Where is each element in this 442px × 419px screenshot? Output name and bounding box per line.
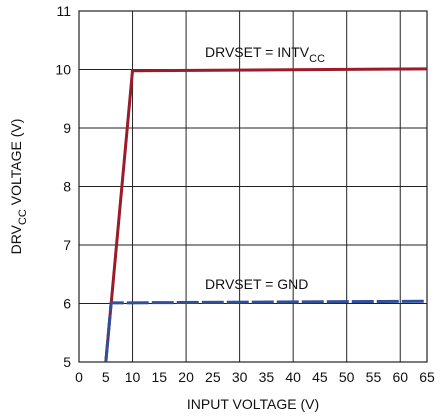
x-tick-label: 55	[366, 369, 382, 385]
plot-frame	[78, 10, 428, 363]
x-tick-label: 20	[178, 369, 194, 385]
series-label-2: DRVSET = GND	[205, 276, 308, 292]
x-tick-label: 45	[312, 369, 328, 385]
x-tick-label: 30	[232, 369, 248, 385]
series-labels: DRVSET = INTVCC DRVSET = GND	[205, 44, 325, 292]
x-tick-label: 25	[205, 369, 221, 385]
y-tick-label: 8	[63, 179, 71, 195]
series-line-2	[104, 299, 428, 363]
y-tick-label: 5	[63, 354, 71, 370]
y-axis-title-main: DRV	[8, 224, 24, 254]
x-tick-label: 35	[259, 369, 275, 385]
y-axis-title-sub: CC	[17, 209, 29, 225]
x-axis-title: INPUT VOLTAGE (V)	[187, 396, 319, 412]
y-tick-label: 9	[63, 120, 71, 136]
x-tick-label: 65	[419, 369, 435, 385]
y-tick-label: 7	[63, 237, 71, 253]
x-tick-label: 10	[125, 369, 141, 385]
series-layer	[104, 67, 428, 363]
x-tick-label: 0	[75, 369, 83, 385]
x-tick-label: 50	[339, 369, 355, 385]
x-tick-label: 5	[102, 369, 110, 385]
y-axis-title-rest: VOLTAGE (V)	[8, 119, 24, 210]
y-tick-label: 6	[63, 296, 71, 312]
y-tick-label: 10	[55, 62, 71, 78]
x-tick-label: 40	[285, 369, 301, 385]
series-line-1	[104, 67, 428, 363]
y-axis-title: DRVCC VOLTAGE (V)	[8, 119, 29, 255]
grid	[78, 10, 428, 363]
series-label-1: DRVSET = INTVCC	[205, 44, 325, 65]
y-tick-label: 11	[56, 3, 71, 19]
x-tick-label: 60	[392, 369, 408, 385]
x-tick-label: 15	[152, 369, 168, 385]
